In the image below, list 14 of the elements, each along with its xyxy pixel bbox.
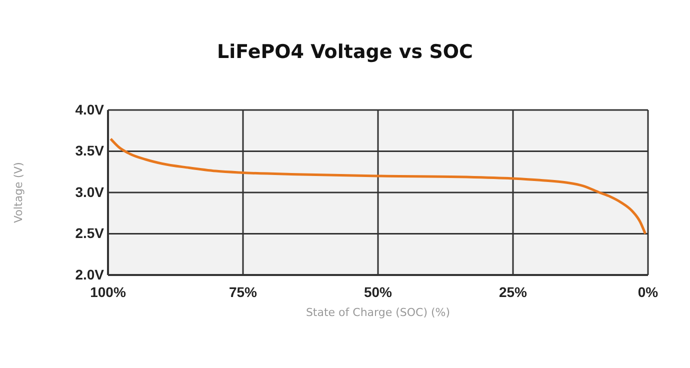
y-tick-label: 2.5V — [75, 225, 105, 242]
x-tick-label: 0% — [638, 284, 659, 300]
y-tick-label: 3.5V — [75, 142, 105, 159]
x-tick-label: 100% — [90, 284, 126, 300]
y-tick-label: 2.0V — [75, 266, 105, 282]
y-axis-title: Voltage (V) — [12, 162, 25, 223]
x-axis-title: State of Charge (SOC) (%) — [306, 306, 450, 319]
x-tick-label: 75% — [228, 284, 258, 300]
chart-title: LiFePO4 Voltage vs SOC — [217, 41, 473, 63]
line-series — [109, 138, 647, 235]
y-tick-label: 4.0V — [75, 101, 105, 118]
y-tick-label: 3.0V — [75, 184, 105, 200]
x-tick-label: 50% — [364, 284, 393, 300]
x-tick-label: 25% — [498, 284, 528, 300]
